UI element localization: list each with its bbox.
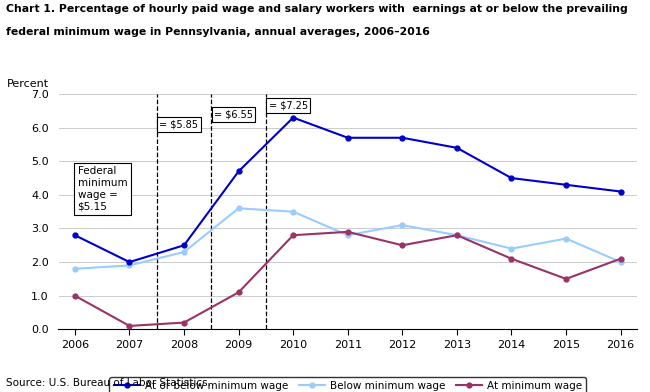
At or below minimum wage: [562, 182, 570, 187]
At or below minimum wage: [398, 135, 406, 140]
Below minimum wage: [453, 233, 461, 238]
Line: Below minimum wage: Below minimum wage: [72, 206, 623, 271]
At minimum wage: [398, 243, 406, 248]
At or below minimum wage: [508, 176, 515, 180]
At or below minimum wage: [71, 233, 79, 238]
Legend: At or below minimum wage, Below minimum wage, At minimum wage: At or below minimum wage, Below minimum …: [109, 377, 586, 392]
Text: = $6.55: = $6.55: [214, 109, 253, 119]
Text: = $5.85: = $5.85: [159, 119, 198, 129]
Text: federal minimum wage in Pennsylvania, annual averages, 2006–2016: federal minimum wage in Pennsylvania, an…: [6, 27, 430, 38]
At minimum wage: [180, 320, 188, 325]
Below minimum wage: [289, 209, 297, 214]
At or below minimum wage: [453, 145, 461, 150]
At or below minimum wage: [617, 189, 625, 194]
At minimum wage: [71, 293, 79, 298]
Below minimum wage: [562, 236, 570, 241]
At minimum wage: [235, 290, 242, 295]
Below minimum wage: [344, 233, 352, 238]
Text: Chart 1. Percentage of hourly paid wage and salary workers with  earnings at or : Chart 1. Percentage of hourly paid wage …: [6, 4, 629, 14]
Line: At minimum wage: At minimum wage: [72, 229, 623, 328]
Below minimum wage: [617, 260, 625, 265]
Text: Federal
minimum
wage =
$5.15: Federal minimum wage = $5.15: [77, 166, 127, 211]
Below minimum wage: [235, 206, 242, 211]
At or below minimum wage: [344, 135, 352, 140]
Below minimum wage: [508, 246, 515, 251]
Text: = $7.25: = $7.25: [268, 101, 307, 111]
Line: At or below minimum wage: At or below minimum wage: [72, 115, 623, 265]
At minimum wage: [125, 323, 133, 328]
At or below minimum wage: [180, 243, 188, 248]
At or below minimum wage: [289, 115, 297, 120]
At or below minimum wage: [125, 260, 133, 265]
Below minimum wage: [180, 250, 188, 254]
Text: Source: U.S. Bureau of Labor Statistics.: Source: U.S. Bureau of Labor Statistics.: [6, 378, 211, 388]
At minimum wage: [344, 229, 352, 234]
Below minimum wage: [398, 223, 406, 227]
At minimum wage: [289, 233, 297, 238]
At or below minimum wage: [235, 169, 242, 174]
At minimum wage: [562, 276, 570, 281]
At minimum wage: [617, 256, 625, 261]
Below minimum wage: [71, 267, 79, 271]
At minimum wage: [453, 233, 461, 238]
Text: Percent: Percent: [6, 79, 49, 89]
At minimum wage: [508, 256, 515, 261]
Below minimum wage: [125, 263, 133, 268]
